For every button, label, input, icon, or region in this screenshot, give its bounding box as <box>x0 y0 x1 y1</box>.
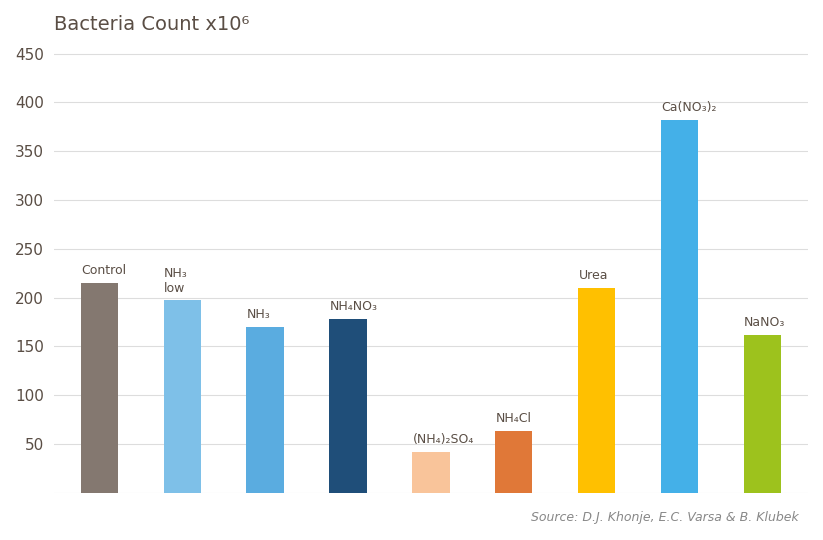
Bar <box>246 327 284 492</box>
Text: NH₄NO₃: NH₄NO₃ <box>330 300 378 313</box>
Bar <box>329 319 366 492</box>
Text: NH₄Cl: NH₄Cl <box>495 413 532 426</box>
Text: Ca(NO₃)₂: Ca(NO₃)₂ <box>662 101 717 114</box>
Text: Source: D.J. Khonje, E.C. Varsa & B. Klubek: Source: D.J. Khonje, E.C. Varsa & B. Klu… <box>531 511 798 524</box>
Bar <box>412 451 449 492</box>
Text: NH₃
low: NH₃ low <box>164 267 188 295</box>
Text: Control: Control <box>81 264 126 277</box>
Bar <box>164 300 201 492</box>
Text: Bacteria Count x10⁶: Bacteria Count x10⁶ <box>53 15 249 34</box>
Text: NaNO₃: NaNO₃ <box>744 316 785 329</box>
Text: NH₃: NH₃ <box>247 308 271 321</box>
Bar <box>495 431 532 492</box>
Text: (NH₄)₂SO₄: (NH₄)₂SO₄ <box>412 433 474 446</box>
Bar <box>578 288 616 492</box>
Bar <box>81 283 118 492</box>
Bar <box>661 120 698 492</box>
Text: Urea: Urea <box>579 269 608 282</box>
Bar <box>744 335 781 492</box>
